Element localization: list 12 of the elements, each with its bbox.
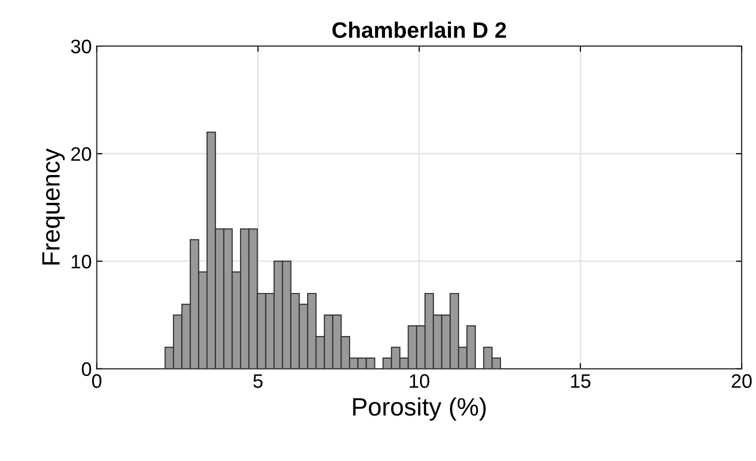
x-axis-title: Porosity (%) [353, 397, 486, 421]
y-tick-label: 10 [72, 254, 92, 268]
y-tick-label: 20 [71, 147, 92, 161]
x-tick-label: 20 [732, 374, 752, 388]
x-tick-label: 10 [410, 374, 430, 388]
x-tick-label: 5 [253, 374, 263, 388]
x-tick-label: 15 [571, 374, 590, 388]
y-axis-title: Frequency [42, 148, 65, 264]
y-tick-label: 30 [71, 40, 92, 54]
x-tick-label: 0 [92, 374, 102, 388]
chart-title: Chamberlain D 2 [332, 22, 506, 38]
y-tick-label: 0 [82, 362, 92, 376]
